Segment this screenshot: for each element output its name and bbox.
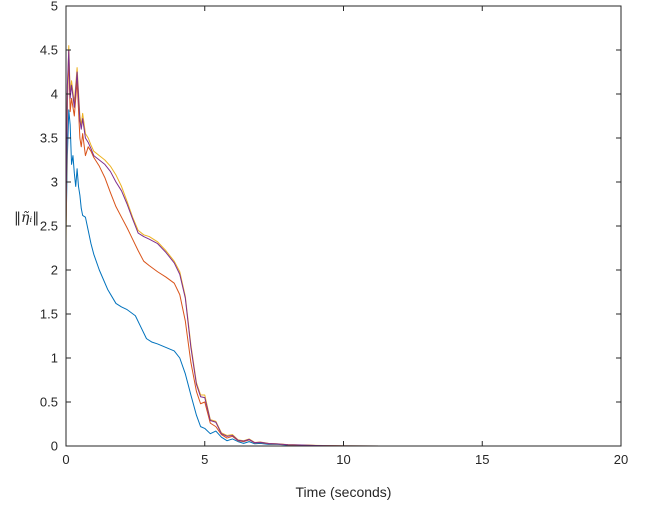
- y-tick-label: 0: [51, 439, 58, 454]
- x-axis-label: Time (seconds): [296, 484, 392, 500]
- y-tick-label: 0.5: [40, 395, 58, 410]
- series-line-1: [65, 109, 621, 447]
- y-tick-label: 2: [51, 263, 58, 278]
- y-tick-label: 1: [51, 351, 58, 366]
- x-tick-label: 0: [62, 452, 69, 467]
- tick-layer: 0 5 10 15 20 0 0.5 1 1.5 2 2.5 3 3.5 4 4.5 5: [40, 0, 628, 467]
- y-tick-label: 5: [51, 0, 58, 14]
- x-tick-label: 5: [201, 452, 208, 467]
- y-tick-label: 1.5: [40, 307, 58, 322]
- y-tick-label: 3.5: [40, 131, 58, 146]
- y-tick-label: 4.5: [40, 43, 58, 58]
- y-tick-label: 3: [51, 175, 58, 190]
- x-tick-label: 15: [475, 452, 489, 467]
- x-tick-label: 10: [336, 452, 350, 467]
- plot-area: [66, 6, 621, 446]
- x-tick-label: 20: [614, 452, 628, 467]
- series-line-4: [65, 49, 621, 447]
- series-layer: [65, 45, 621, 447]
- y-tick-label: 4: [51, 87, 58, 102]
- y-axis-label: ‖η̃ᵢ‖: [14, 210, 39, 226]
- y-tick-label: 2.5: [40, 219, 58, 234]
